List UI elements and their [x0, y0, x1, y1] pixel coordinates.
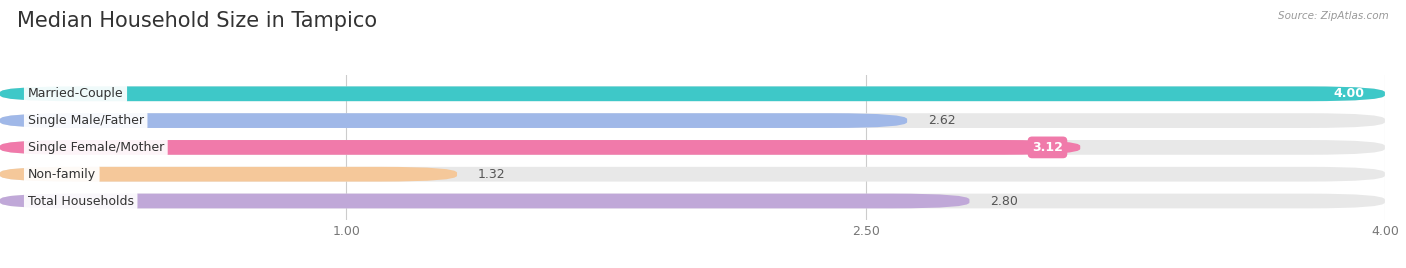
FancyBboxPatch shape: [0, 140, 1080, 155]
FancyBboxPatch shape: [0, 87, 1385, 101]
FancyBboxPatch shape: [0, 194, 1385, 209]
Text: Married-Couple: Married-Couple: [28, 87, 124, 100]
Text: Single Female/Mother: Single Female/Mother: [28, 141, 165, 154]
FancyBboxPatch shape: [0, 167, 1385, 182]
FancyBboxPatch shape: [0, 194, 970, 209]
Text: Single Male/Father: Single Male/Father: [28, 114, 143, 127]
FancyBboxPatch shape: [0, 167, 457, 182]
Text: Median Household Size in Tampico: Median Household Size in Tampico: [17, 11, 377, 31]
Text: Total Households: Total Households: [28, 195, 134, 207]
Text: 4.00: 4.00: [1333, 87, 1364, 100]
FancyBboxPatch shape: [0, 113, 907, 128]
FancyBboxPatch shape: [0, 87, 1385, 101]
Text: 3.12: 3.12: [1032, 141, 1063, 154]
Text: 2.62: 2.62: [928, 114, 956, 127]
Text: 2.80: 2.80: [990, 195, 1018, 207]
FancyBboxPatch shape: [0, 113, 1385, 128]
FancyBboxPatch shape: [0, 140, 1385, 155]
Text: Source: ZipAtlas.com: Source: ZipAtlas.com: [1278, 11, 1389, 21]
Text: 1.32: 1.32: [478, 168, 505, 181]
Text: Non-family: Non-family: [28, 168, 96, 181]
